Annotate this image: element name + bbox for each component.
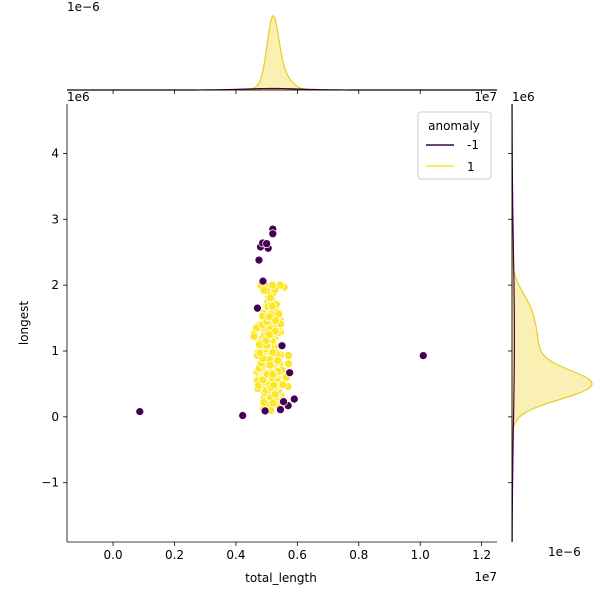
- x-tick-label: 0.8: [349, 548, 368, 562]
- y-tick-label: 3: [51, 212, 59, 226]
- scatter-points: [135, 224, 428, 420]
- scatter-point-anomaly: [418, 351, 428, 360]
- top-marginal-density: [67, 15, 497, 91]
- scatter-point-anomaly: [254, 255, 264, 265]
- legend: anomaly -1 1: [417, 111, 492, 180]
- top-marginal-offset-label: 1e−6: [67, 0, 100, 14]
- y-tick-label: 4: [51, 146, 59, 160]
- right-marginal-ticks: [508, 152, 512, 484]
- legend-label-series-1: 1: [467, 160, 475, 174]
- scatter-point-anomaly: [277, 341, 287, 351]
- y-tick-label: 1: [51, 344, 59, 358]
- scatter-point-anomaly: [268, 229, 278, 239]
- scatter-point-normal: [278, 380, 288, 389]
- x-tick-label: 0.6: [288, 548, 307, 562]
- right-density-anomaly: [511, 104, 515, 543]
- scatter-point-anomaly: [260, 406, 270, 416]
- legend-title: anomaly: [428, 119, 480, 133]
- x-tick-label: 1.2: [472, 548, 491, 562]
- right-density-normal: [511, 104, 593, 542]
- scatter-point-normal: [268, 347, 277, 357]
- legend-frame: [417, 111, 492, 180]
- x-axis-ticks: 0.0 0.2 0.4 0.6 0.8 1.0 1.2: [104, 542, 491, 562]
- scatter-point-normal: [270, 389, 280, 399]
- scatter-point-normal: [265, 360, 275, 370]
- scatter-point-normal: [284, 351, 293, 360]
- scatter-point-normal: [265, 293, 275, 303]
- scatter-point-normal: [273, 356, 283, 366]
- scatter-point-normal: [255, 348, 265, 358]
- y-tick-label: 0: [51, 410, 59, 424]
- scatter-point-normal: [249, 332, 259, 341]
- scatter-point-anomaly: [279, 397, 288, 407]
- scatter-point-anomaly: [253, 303, 262, 313]
- top-density-normal: [67, 15, 497, 91]
- scatter-point-normal: [267, 301, 277, 311]
- scatter-point-normal: [268, 370, 277, 379]
- y-axis-ticks: −1 0 1 2 3 4: [41, 146, 67, 490]
- scatter-point-normal: [259, 286, 269, 295]
- x-tick-label: 0.0: [104, 548, 123, 562]
- x-axis-offset-label: 1e7: [474, 570, 497, 584]
- scatter-point-normal: [258, 375, 268, 385]
- top-marginal-ticks: [112, 90, 483, 94]
- right-marginal-y-offset-label: 1e6: [512, 90, 535, 104]
- top-marginal-panel: 1e−6: [67, 0, 497, 94]
- scatter-point-anomaly: [285, 368, 295, 378]
- scatter-point-normal: [268, 280, 277, 290]
- x-axis-label: total_length: [245, 571, 317, 585]
- scatter-point-anomaly: [135, 407, 145, 416]
- scatter-point-normal: [265, 330, 274, 340]
- scatter-point-normal: [271, 316, 280, 325]
- scatter-point-anomaly: [258, 276, 268, 286]
- right-marginal-panel: 1e−6: [508, 104, 593, 559]
- scatter-point-normal: [259, 398, 269, 407]
- scatter-point-anomaly: [238, 411, 248, 420]
- scatter-point-anomaly: [262, 239, 271, 248]
- x-tick-label: 1.0: [411, 548, 430, 562]
- y-axis-label: longest: [17, 301, 31, 346]
- y-axis-offset-label: 1e6: [67, 90, 90, 104]
- scatter-point-normal: [269, 381, 278, 390]
- scatter-point-anomaly: [276, 405, 285, 414]
- main-scatter-panel: 0.0 0.2 0.4 0.6 0.8 1.0 1.2 −1 0 1 2 3 4 total_leng…: [17, 90, 497, 585]
- legend-label-series-0: -1: [467, 138, 479, 152]
- x-tick-label: 0.2: [165, 548, 184, 562]
- scatter-point-normal: [284, 359, 293, 369]
- y-tick-label: −1: [41, 476, 59, 490]
- y-tick-label: 2: [51, 278, 59, 292]
- top-marginal-x-offset-label: 1e7: [474, 90, 497, 104]
- right-marginal-density: [511, 104, 593, 543]
- x-tick-label: 0.4: [226, 548, 245, 562]
- scatter-point-anomaly: [289, 394, 299, 404]
- scatter-point-normal: [268, 398, 278, 408]
- right-marginal-offset-label: 1e−6: [548, 545, 581, 559]
